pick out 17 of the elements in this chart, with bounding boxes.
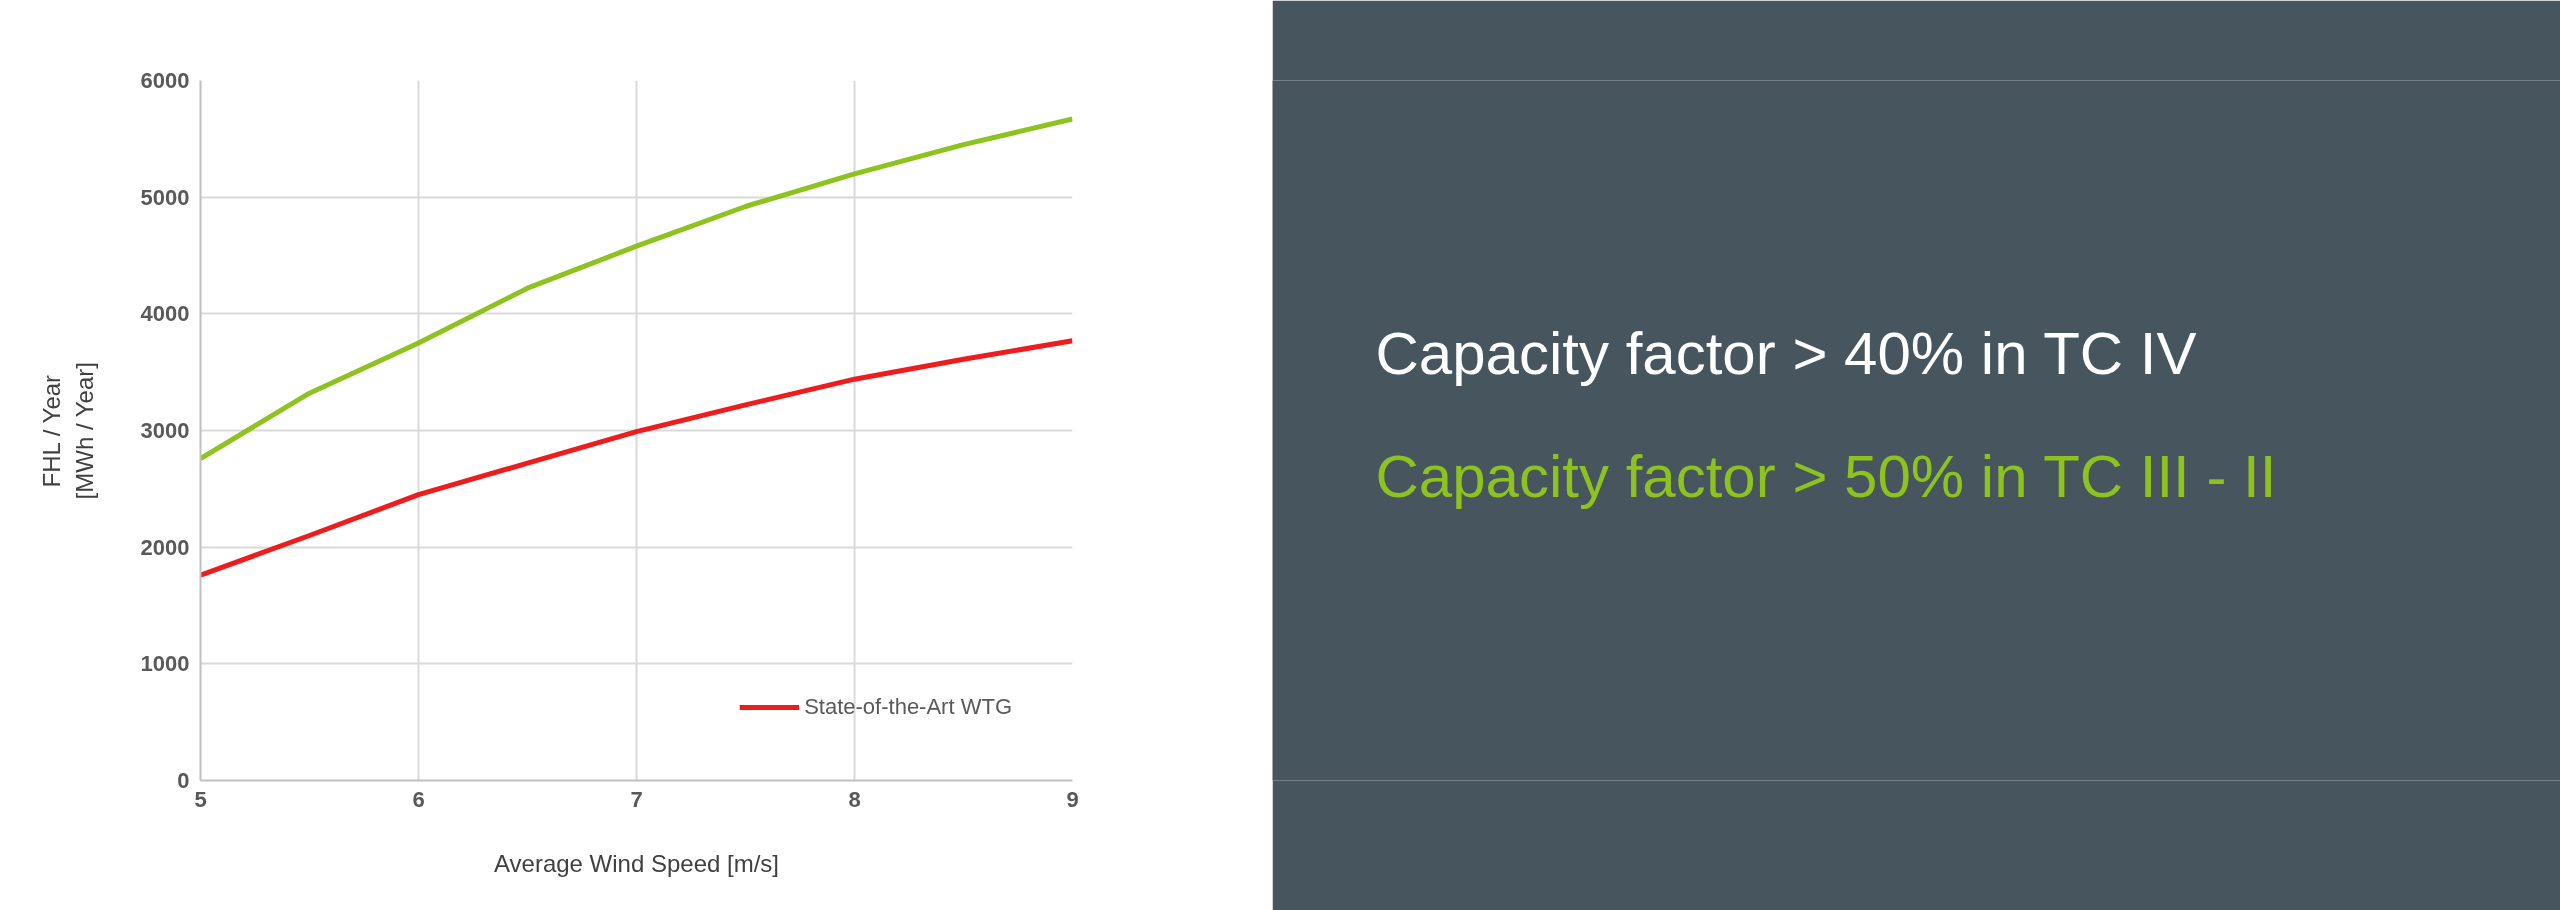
legend-label: State-of-the-Art WTG [804,694,1012,720]
y-axis-title: FHL / Year [MWh / Year] [38,362,98,500]
y-tick-label: 0 [177,768,190,793]
x-tick-label: 7 [630,786,643,812]
y-tick-label: 1000 [140,651,190,677]
y-tick-label: 3000 [140,418,190,443]
text: Capacity factor > 40% in TC IV [1375,320,2197,387]
x-tick-label: 6 [412,786,425,812]
x-tick-label: 9 [1066,786,1079,812]
text: Capacity factor > 50% in TC III - II [1375,442,2277,510]
y-tick-label: 2000 [140,534,190,560]
y-tick-label: 4000 [140,301,190,327]
x-axis-title: Average Wind Speed [m/s] [493,849,780,877]
x-tick-label: 5 [194,786,207,812]
y-tick-label: 6000 [140,68,190,93]
y-tick-label: 5000 [140,184,190,210]
x-tick-label: 8 [848,786,861,812]
